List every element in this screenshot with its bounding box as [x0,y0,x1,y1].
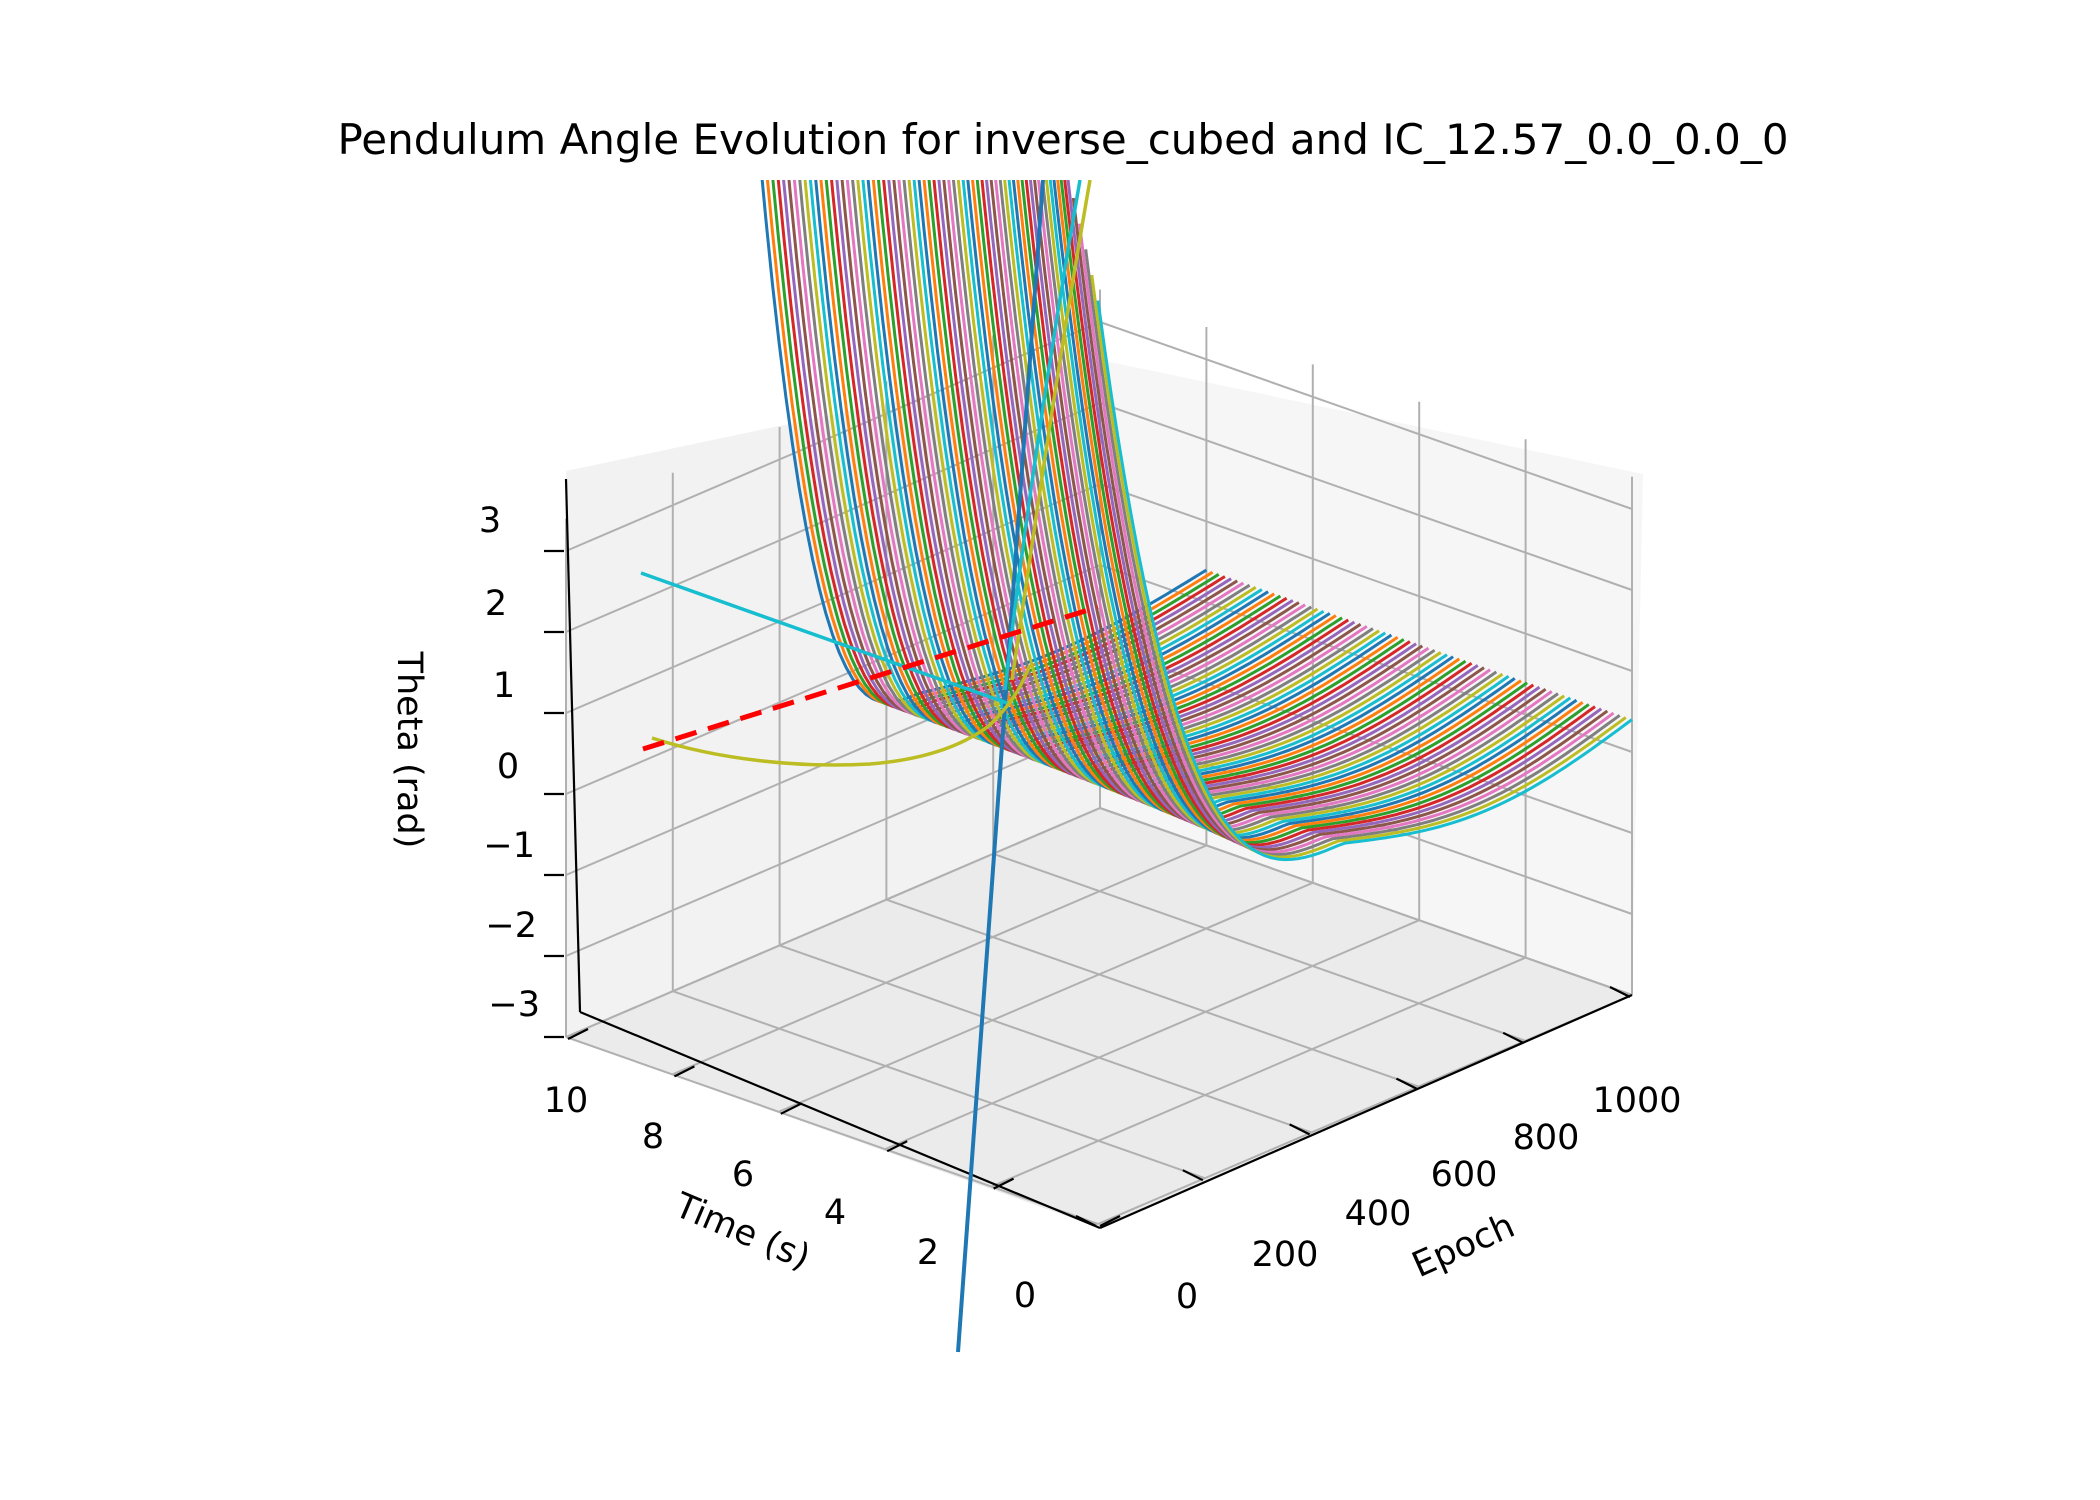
series-line [1090,274,1627,859]
x-tick [567,1028,589,1040]
x-tick-label: 200 [1252,1235,1319,1275]
y-tick-label: 10 [544,1081,589,1121]
grid-line [1099,402,1633,591]
series-line [998,180,1498,810]
x-tick [886,1140,908,1153]
x-tick [1099,1215,1121,1227]
y-tick-label: 2 [917,1233,939,1273]
z-tick-label: 1 [493,666,515,706]
grid-line [565,402,1101,633]
series-line [1037,180,1553,831]
series-line [1041,180,1559,833]
series-line [1024,180,1535,824]
series-line [1063,180,1596,847]
x-axis-line [1099,993,1633,1230]
series-line [1044,180,1566,835]
z-tick-label: 0 [497,747,519,787]
y-tick-label: 4 [824,1193,846,1233]
z-tick-label: −1 [483,826,535,866]
series-line [1016,180,1522,819]
series-line [1066,180,1603,850]
series-line [1010,180,1092,681]
grid-line [565,807,1101,1038]
series-line [1096,300,1633,862]
series-line [814,180,1269,727]
y-tick [1395,1077,1417,1090]
grid-line [992,852,1526,1042]
series-line [892,180,1362,760]
x-tick-label: 800 [1513,1118,1580,1158]
grid-line [779,944,1312,1134]
series-line [640,571,1008,705]
series-line [937,180,1417,780]
y-axis-line [579,1010,1101,1230]
grid-line [1099,321,1633,510]
series-group [640,180,1633,1353]
x-tick [780,1102,802,1115]
series-line [1003,180,1504,812]
series-line [819,180,1276,729]
series-line [861,180,1325,747]
grid-line [672,844,1207,1076]
series-line [1071,197,1609,852]
series-line [1028,180,1541,826]
series-line [1059,180,1590,845]
chart-title: Pendulum Angle Evolution for inverse_cub… [337,115,1788,164]
y-tick [1289,1123,1311,1136]
series-line [651,664,1032,767]
series-line [1084,249,1621,857]
y-axis-label: Time (s) [668,1185,816,1278]
grid-line [991,956,1526,1188]
series-line [824,180,1282,731]
series-line [1048,180,1572,837]
x-tick-label: 1000 [1592,1081,1681,1121]
grid-line [672,990,1206,1180]
y-tick-label: 6 [732,1155,754,1195]
y-tick-label: 0 [1014,1276,1036,1316]
series-line [1011,180,1516,817]
z-tick-label: 3 [479,501,501,541]
series-line [989,180,1485,805]
y-tick [1609,986,1631,998]
series-line [1020,180,1528,821]
z-axis-line [564,478,582,1013]
back-pane-left [566,359,1100,1037]
z-axis-label: Theta (rad) [389,651,429,849]
series-line [994,180,1491,807]
series-line [1033,180,1547,828]
x-tick [673,1065,695,1078]
z-tick-label: 2 [485,584,507,624]
z-tick-label: −3 [488,985,540,1025]
series-line [1007,180,1510,814]
series-line [776,180,1226,711]
series-line [917,180,1393,771]
grid-line [886,898,1419,1088]
series-line [1056,180,1584,842]
series-line [956,180,1045,1353]
y-tick-label: 8 [642,1117,664,1157]
grid-line [1099,483,1633,672]
x-axis-label: Epoch [1406,1206,1520,1286]
z-tick-label: −2 [485,906,537,946]
y-tick [1502,1031,1524,1044]
x-tick-label: 600 [1431,1155,1498,1195]
grid-line [565,1036,1099,1225]
series-line [1078,223,1615,854]
y-tick [1182,1169,1204,1182]
series-line [1052,180,1578,840]
grid-line [1099,807,1633,996]
x-tick-label: 400 [1345,1194,1412,1234]
grid-line [778,881,1314,1113]
floor-pane [566,808,1632,1228]
grid-line [565,726,1101,957]
y-tick [1075,1215,1097,1227]
x-tick-label: 0 [1176,1277,1198,1317]
series-line [951,180,1436,787]
axis-ticks [544,549,1631,1227]
reference-line [642,604,1099,752]
x-tick [993,1177,1015,1190]
